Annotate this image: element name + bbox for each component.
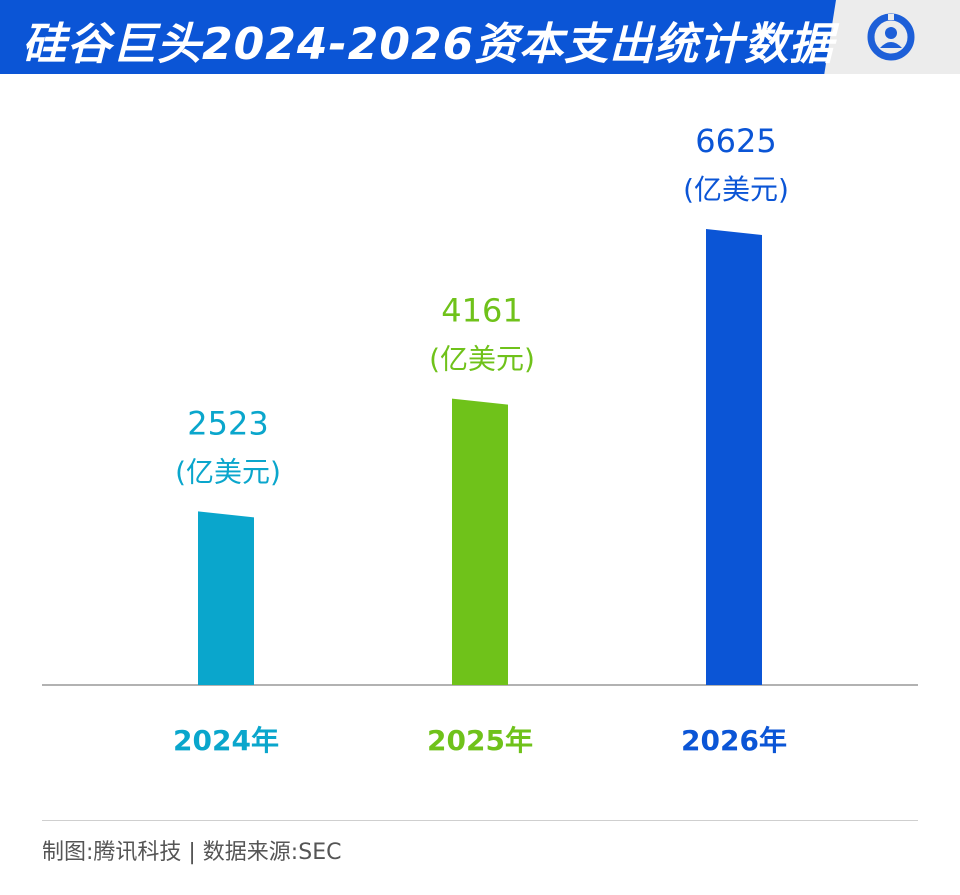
unit-label: (亿美元) <box>175 455 281 488</box>
bar-2025年 <box>452 398 508 685</box>
bar-2024年 <box>198 511 254 685</box>
title-banner <box>0 0 836 74</box>
source-note: 制图:腾讯科技 | 数据来源:SEC <box>42 840 342 865</box>
x-tick-label: 2025年 <box>427 724 533 757</box>
unit-label: (亿美元) <box>683 173 789 206</box>
data-label: 2523 <box>187 404 268 442</box>
x-tick-label: 2026年 <box>681 724 787 757</box>
unit-label: (亿美元) <box>429 343 535 376</box>
data-label: 4161 <box>441 292 522 330</box>
tencent-news-logo-icon <box>867 13 915 61</box>
bar-chart: 2523 (亿美元) 2024年 4161 (亿美元) 2025年 6625 (亿美元) 202… <box>42 122 918 757</box>
x-tick-label: 2024年 <box>173 724 279 757</box>
chart-title: 硅谷巨头2024-2026资本支出统计数据 <box>22 19 835 70</box>
data-label: 6625 <box>695 122 776 160</box>
bar-2026年 <box>706 229 762 685</box>
footer-divider <box>42 820 918 821</box>
